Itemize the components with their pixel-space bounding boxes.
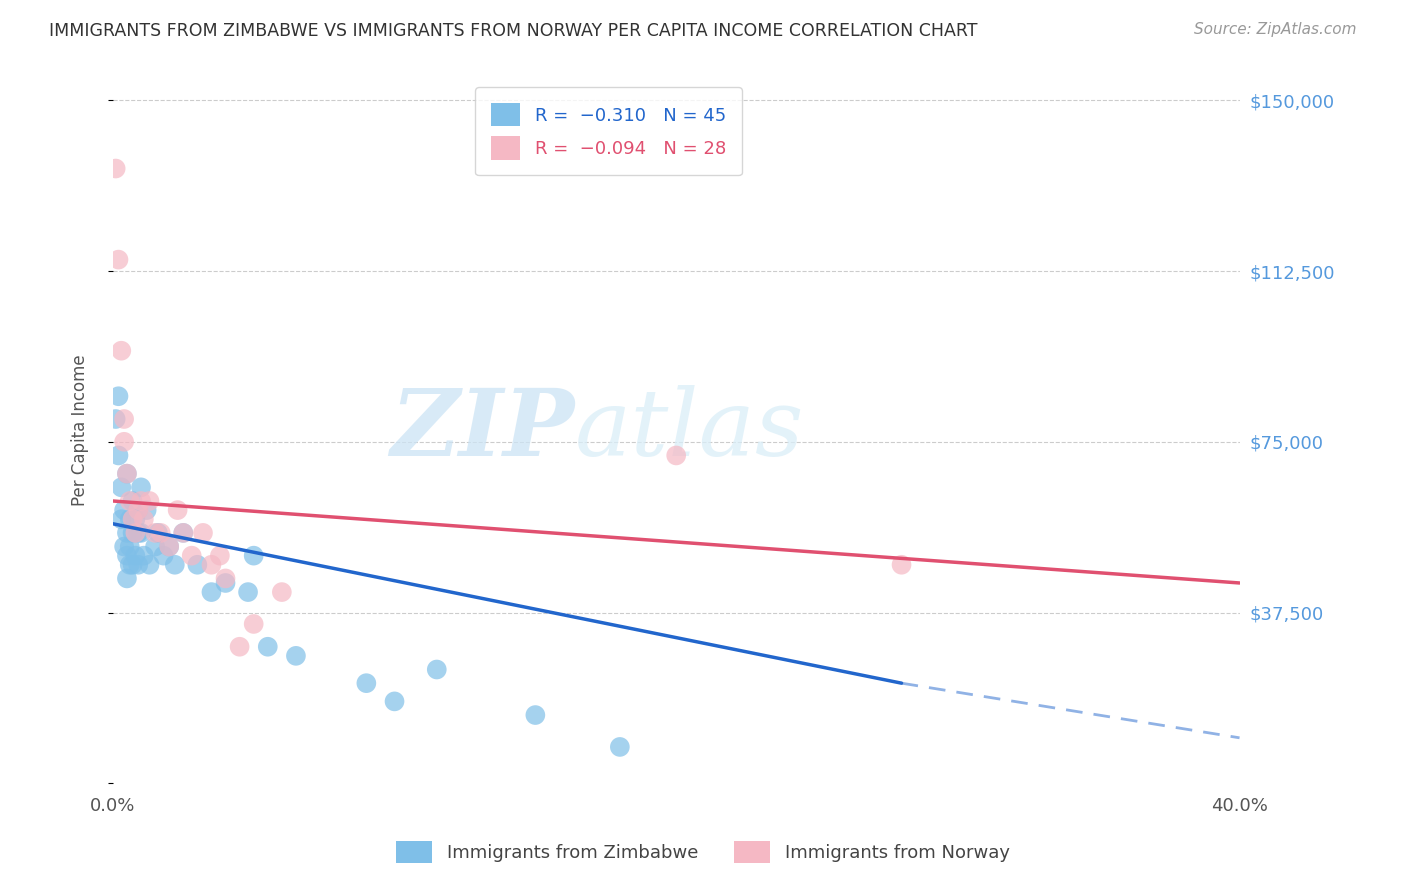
Point: [356, 676, 378, 690]
Point: [115, 467, 138, 481]
Point: [127, 558, 149, 572]
Point: [127, 525, 149, 540]
Y-axis label: Per Capita Income: Per Capita Income: [72, 355, 89, 507]
Point: [107, 449, 129, 463]
Point: [124, 512, 146, 526]
Point: [200, 558, 222, 572]
Point: [172, 525, 194, 540]
Point: [112, 540, 135, 554]
Point: [132, 512, 155, 526]
Point: [426, 663, 449, 677]
Legend: R =  −0.310   N = 45, R =  −0.094   N = 28: R = −0.310 N = 45, R = −0.094 N = 28: [475, 87, 742, 176]
Point: [121, 512, 143, 526]
Point: [138, 494, 160, 508]
Point: [890, 558, 912, 572]
Point: [157, 540, 180, 554]
Point: [107, 389, 129, 403]
Point: [104, 161, 127, 176]
Point: [118, 512, 141, 526]
Point: [104, 412, 127, 426]
Point: [112, 412, 135, 426]
Legend: Immigrants from Zimbabwe, Immigrants from Norway: Immigrants from Zimbabwe, Immigrants fro…: [387, 832, 1019, 872]
Point: [191, 525, 214, 540]
Point: [163, 558, 186, 572]
Point: [157, 540, 180, 554]
Point: [138, 558, 160, 572]
Point: [665, 449, 688, 463]
Point: [118, 540, 141, 554]
Point: [132, 549, 155, 563]
Point: [112, 434, 135, 449]
Point: [152, 549, 174, 563]
Point: [112, 503, 135, 517]
Text: IMMIGRANTS FROM ZIMBABWE VS IMMIGRANTS FROM NORWAY PER CAPITA INCOME CORRELATION: IMMIGRANTS FROM ZIMBABWE VS IMMIGRANTS F…: [49, 22, 977, 40]
Point: [121, 494, 143, 508]
Point: [143, 525, 166, 540]
Point: [110, 480, 132, 494]
Point: [110, 343, 132, 358]
Text: ZIP: ZIP: [391, 385, 575, 475]
Point: [200, 585, 222, 599]
Point: [166, 503, 188, 517]
Point: [208, 549, 231, 563]
Point: [135, 503, 157, 517]
Point: [524, 708, 547, 723]
Point: [270, 585, 292, 599]
Point: [242, 617, 264, 632]
Point: [149, 525, 172, 540]
Text: Source: ZipAtlas.com: Source: ZipAtlas.com: [1194, 22, 1357, 37]
Point: [127, 503, 149, 517]
Point: [609, 739, 631, 754]
Point: [107, 252, 129, 267]
Point: [115, 549, 138, 563]
Point: [180, 549, 202, 563]
Point: [214, 571, 236, 585]
Point: [118, 558, 141, 572]
Point: [129, 494, 152, 508]
Point: [228, 640, 250, 654]
Point: [146, 525, 169, 540]
Point: [129, 480, 152, 494]
Point: [115, 571, 138, 585]
Point: [124, 549, 146, 563]
Point: [214, 576, 236, 591]
Point: [242, 549, 264, 563]
Text: atlas: atlas: [575, 385, 804, 475]
Point: [284, 648, 307, 663]
Point: [384, 694, 406, 708]
Point: [129, 525, 152, 540]
Point: [115, 525, 138, 540]
Point: [236, 585, 259, 599]
Point: [124, 525, 146, 540]
Point: [110, 512, 132, 526]
Point: [143, 540, 166, 554]
Point: [121, 558, 143, 572]
Point: [127, 503, 149, 517]
Point: [115, 467, 138, 481]
Point: [118, 494, 141, 508]
Point: [186, 558, 208, 572]
Point: [256, 640, 278, 654]
Point: [172, 525, 194, 540]
Point: [121, 525, 143, 540]
